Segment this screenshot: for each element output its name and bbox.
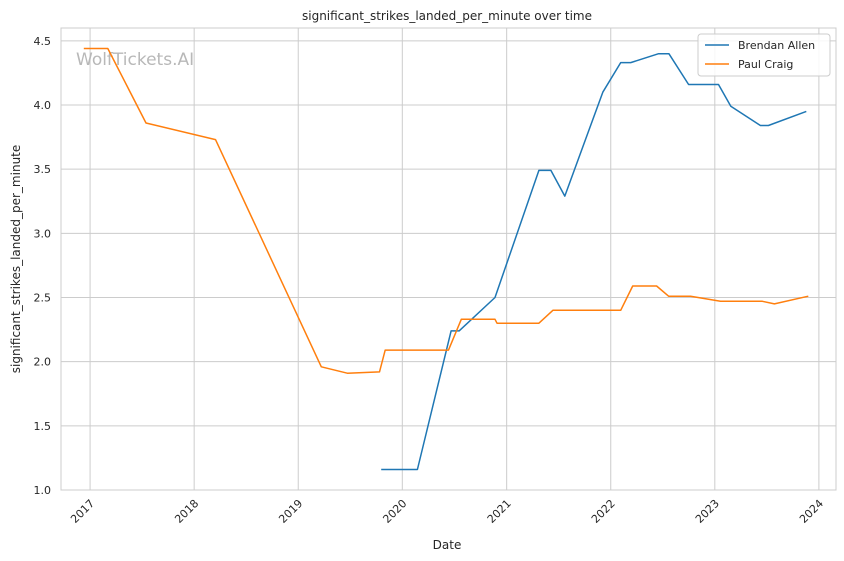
y-tick-label: 4.0 xyxy=(34,99,52,112)
x-axis-label: Date xyxy=(433,538,462,552)
series-layer xyxy=(83,47,809,471)
legend-frame xyxy=(697,33,831,77)
grid-lines xyxy=(61,28,836,491)
x-tick-label: 2017 xyxy=(68,497,97,526)
watermark: WolfTickets.AI xyxy=(76,50,194,70)
legend: Brendan Allen Paul Craig xyxy=(697,33,831,77)
x-tick-label: 2022 xyxy=(589,497,618,526)
y-tick-label: 3.5 xyxy=(34,163,52,176)
plot-area: WolfTickets.AI xyxy=(60,27,837,491)
x-tick-label: 2023 xyxy=(693,497,722,526)
y-tick-label: 1.5 xyxy=(34,420,52,433)
y-tick-label: 4.5 xyxy=(34,35,52,48)
legend-label: Paul Craig xyxy=(738,58,793,71)
plot-frame xyxy=(60,27,837,491)
x-tick-label: 2024 xyxy=(797,497,826,526)
y-axis-ticks: 1.0 1.5 2.0 2.5 3.0 3.5 4.0 4.5 xyxy=(34,35,52,497)
y-tick-label: 2.0 xyxy=(34,356,52,369)
x-tick-label: 2019 xyxy=(276,497,305,526)
x-tick-label: 2021 xyxy=(485,497,514,526)
y-tick-label: 3.0 xyxy=(34,227,52,240)
x-axis-ticks: 2017 2018 2019 2020 2021 2022 2023 2024 xyxy=(68,497,826,526)
series-line-paul-craig xyxy=(83,47,809,374)
chart-title: significant_strikes_landed_per_minute ov… xyxy=(302,9,592,23)
legend-label: Brendan Allen xyxy=(738,39,815,52)
series-line-brendan-allen xyxy=(381,52,807,471)
y-tick-label: 2.5 xyxy=(34,292,52,305)
x-tick-label: 2020 xyxy=(380,497,409,526)
y-tick-label: 1.0 xyxy=(34,484,52,497)
x-tick-label: 2018 xyxy=(172,497,201,526)
y-axis-label: significant_strikes_landed_per_minute xyxy=(9,145,23,374)
